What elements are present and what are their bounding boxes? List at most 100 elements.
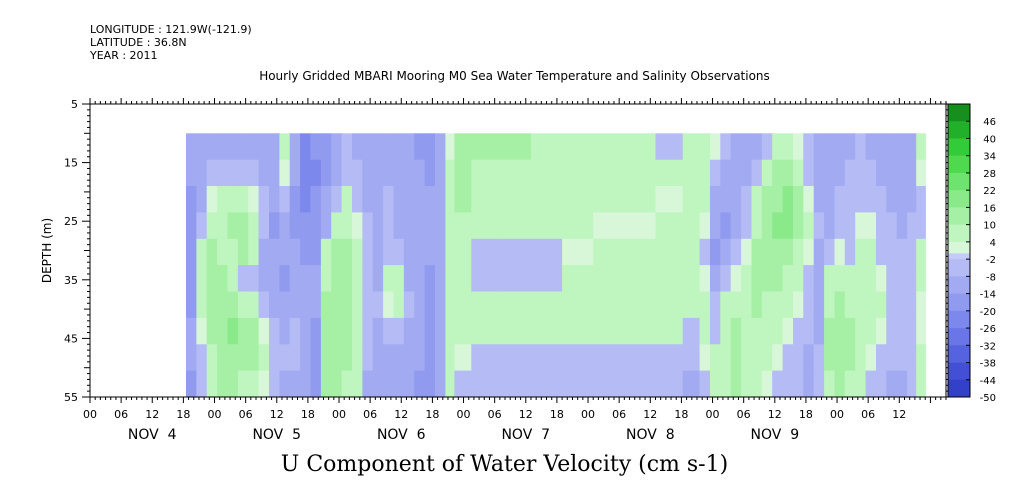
heatmap-cell [445, 317, 456, 345]
heatmap-cell [793, 370, 804, 398]
heatmap-cell [855, 212, 867, 240]
x-day-label: NOV 6 [377, 427, 426, 443]
heatmap-cell [320, 212, 332, 240]
heatmap-cell [741, 238, 753, 266]
y-tick-label: 35 [64, 274, 78, 287]
colorbar-label: -32 [980, 341, 996, 352]
heatmap-cell [593, 186, 625, 213]
heatmap-cell [772, 186, 784, 213]
heatmap-cell [227, 370, 239, 398]
heatmap-cell [206, 238, 218, 266]
heatmap-cell [865, 159, 877, 187]
heatmap-cell [352, 159, 363, 187]
colorbar-swatch [948, 167, 970, 171]
heatmap-cell [710, 265, 721, 293]
x-tick-label: 12 [145, 408, 159, 421]
heatmap-cell [624, 238, 657, 266]
heatmap-cell [772, 317, 784, 345]
heatmap-cell [300, 238, 312, 266]
colorbar-label: 10 [983, 221, 996, 232]
heatmap-cell [310, 238, 322, 266]
heatmap-cell [248, 212, 260, 240]
heatmap-cell [824, 265, 836, 293]
heatmap-cell [196, 186, 208, 213]
heatmap-cell [414, 265, 426, 293]
heatmap-cell [751, 291, 763, 319]
heatmap-cell [865, 370, 877, 398]
heatmap-cell [562, 212, 594, 240]
colorbar-swatch [948, 126, 970, 131]
colorbar-swatch [948, 241, 970, 246]
x-tick-label: 00 [706, 408, 720, 421]
colorbar-swatch [948, 319, 970, 323]
heatmap-cell [310, 212, 322, 240]
y-tick-label: 25 [64, 215, 78, 228]
x-tick-label: 06 [239, 408, 253, 421]
heatmap-cell [876, 265, 887, 293]
heatmap-cell [383, 186, 395, 213]
heatmap-cell [320, 344, 332, 372]
colorbar-swatch [948, 313, 970, 317]
heatmap-cell [886, 159, 898, 187]
heatmap-cell [855, 344, 867, 372]
heatmap-cell [886, 265, 898, 293]
heatmap-cell [896, 159, 908, 187]
colorbar-swatch [948, 270, 970, 274]
heatmap-cell [341, 212, 353, 240]
heatmap-cell [793, 133, 804, 161]
heatmap-cell [414, 212, 426, 240]
colorbar-swatch [948, 207, 970, 211]
heatmap-cell [279, 212, 291, 240]
colorbar-swatch [948, 388, 970, 392]
heatmap-cell [803, 212, 815, 240]
heatmap-cell [761, 291, 773, 319]
heatmap-cell [206, 291, 218, 319]
heatmap-cell [237, 159, 249, 187]
heatmap-cell [855, 291, 867, 319]
heatmap-cell [751, 317, 763, 345]
colorbar-swatch [948, 256, 970, 260]
colorbar-label: -44 [980, 376, 996, 387]
heatmap-cell [269, 186, 280, 213]
heatmap-cell [772, 370, 784, 398]
heatmap-cell [352, 212, 363, 240]
colorbar-swatch [948, 109, 970, 114]
heatmap-cell [803, 159, 815, 187]
heatmap-cell [876, 186, 887, 213]
heatmap-cell [310, 265, 322, 293]
heatmap-cell [186, 238, 197, 266]
heatmap-cell [403, 159, 415, 187]
x-tick-label: 06 [861, 408, 875, 421]
colorbar-swatch [948, 149, 970, 154]
heatmap-cell [741, 291, 753, 319]
heatmap-cell [331, 317, 343, 345]
heatmap-cell [531, 291, 563, 319]
colorbar-swatch [948, 293, 970, 297]
heatmap-cell [772, 133, 784, 161]
heatmap-cell [372, 159, 384, 187]
heatmap-cell [834, 265, 846, 293]
heatmap-cell [289, 133, 301, 161]
heatmap-cell [876, 291, 887, 319]
colorbar-swatch [948, 218, 970, 223]
heatmap-cell [424, 265, 436, 293]
colorbar-swatch [948, 359, 970, 363]
heatmap-cell [531, 186, 563, 213]
heatmap-cell [258, 186, 270, 213]
heatmap-cell [279, 265, 291, 293]
heatmap-cell [499, 212, 532, 240]
heatmap-cell [916, 159, 926, 187]
colorbar-swatch [948, 190, 970, 194]
heatmap-cell [227, 159, 239, 187]
heatmap-cell [655, 291, 684, 319]
x-tick-label: 00 [83, 408, 97, 421]
colorbar-swatch [948, 224, 970, 228]
x-day-label: NOV 9 [750, 427, 799, 443]
heatmap-cell [372, 344, 384, 372]
colorbar-swatch [948, 144, 970, 148]
colorbar-swatch [948, 345, 970, 349]
heatmap-cell [876, 344, 887, 372]
colorbar-label: -50 [980, 393, 996, 404]
heatmap-cell [196, 159, 208, 187]
heatmap-cell [907, 238, 917, 266]
